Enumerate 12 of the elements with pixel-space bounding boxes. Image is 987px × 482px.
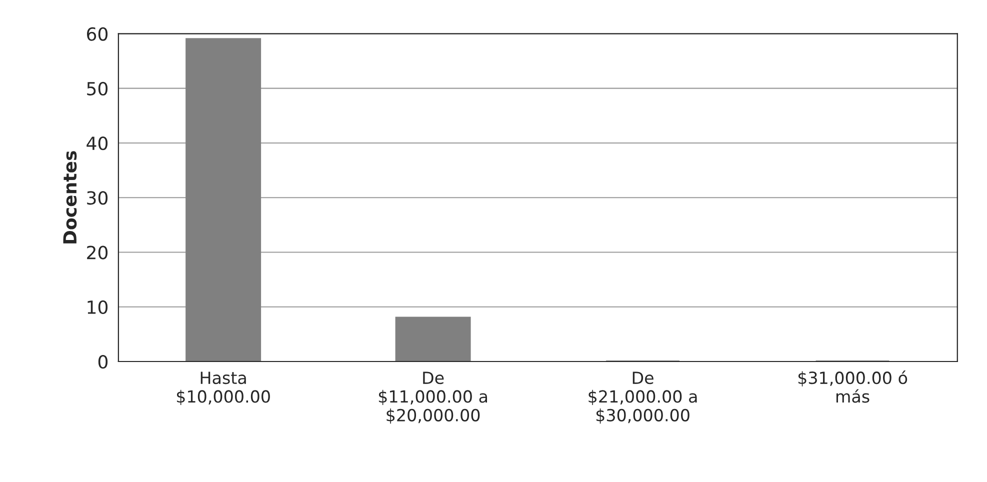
y-axis-title: Docentes (63, 151, 77, 244)
x-tick-label: Hasta $10,000.00 (176, 372, 270, 405)
y-tick-label: 0 (98, 354, 108, 369)
y-tick-label: 10 (88, 300, 108, 314)
y-tick-label: 50 (87, 82, 108, 96)
y-tick-label: 30 (87, 191, 108, 205)
y-tick-label: 60 (87, 27, 108, 41)
x-tick-label: $31,000.00 ó más (798, 370, 908, 403)
x-tick-label: De $11,000.00 a $20,000.00 (378, 372, 487, 424)
y-tick-label: 40 (86, 136, 108, 150)
x-tick-label: De $21,000.00 a $30,000.00 (588, 372, 697, 424)
y-tick-label: 20 (87, 246, 108, 260)
